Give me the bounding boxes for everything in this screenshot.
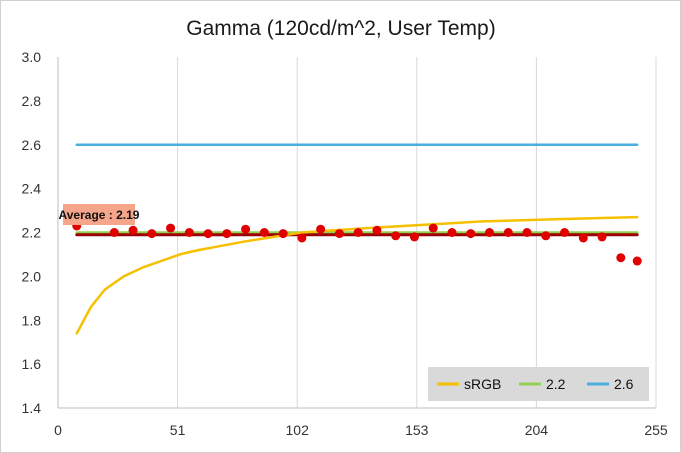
series-layer [72,143,642,335]
measured-point [503,228,513,237]
y-tick-label: 1.8 [22,312,42,328]
x-tick-label: 0 [54,422,62,438]
measured-point [147,229,157,239]
measured-point [222,229,232,239]
measured-point [409,232,419,242]
measured-point [297,233,307,243]
y-tick-label: 2.4 [22,181,42,197]
measured-point [278,229,288,239]
legend: sRGB 2.2 2.6 [428,367,649,401]
y-tick-label: 1.4 [22,400,42,416]
average-label-box [63,204,135,225]
measured-point [632,256,642,266]
x-tick-label: 102 [286,422,310,438]
series-line-srgb [75,215,639,335]
y-tick-label: 2.6 [22,137,42,153]
chart-title: Gamma (120cd/m^2, User Temp) [186,17,495,40]
axis-layer: 1.4 1.6 1.8 2.0 2.2 2.4 2.6 2.8 3.0 0 51 102 153 204 2… [22,49,668,438]
measured-point [522,228,532,237]
y-tick-label: 3.0 [22,49,42,65]
measured-point [184,228,194,237]
measured-point [597,232,607,242]
measured-point [447,228,457,237]
x-tick-label: 153 [405,422,429,438]
measured-point [466,229,476,239]
x-tick-label: 255 [644,422,668,438]
x-tick-label: 204 [525,422,549,438]
measured-point [391,231,401,241]
measured-point [128,225,138,235]
measured-point [203,229,213,239]
y-tick-label: 1.6 [22,356,42,372]
average-label: Average : 2.19 [59,208,140,222]
measured-point [560,228,570,237]
measured-point [166,223,176,233]
measured-point [541,231,551,241]
legend-label: 2.6 [614,376,634,392]
measured-point [109,228,119,237]
legend-label: 2.2 [546,376,566,392]
measured-point [316,224,326,234]
measured-point [353,228,363,237]
x-tick-label: 51 [170,422,186,438]
legend-label: sRGB [464,376,501,392]
measured-point [484,228,494,237]
y-tick-label: 2.0 [22,268,42,284]
measured-point [578,233,588,243]
y-tick-label: 2.2 [22,225,42,241]
measured-point [428,223,438,233]
measured-point [616,253,626,263]
measured-point [259,228,269,237]
measured-point [241,224,251,234]
measured-point [372,225,382,235]
measured-point [334,229,344,239]
y-tick-label: 2.8 [22,93,42,109]
annotation-layer: Average : 2.19 [59,204,140,225]
